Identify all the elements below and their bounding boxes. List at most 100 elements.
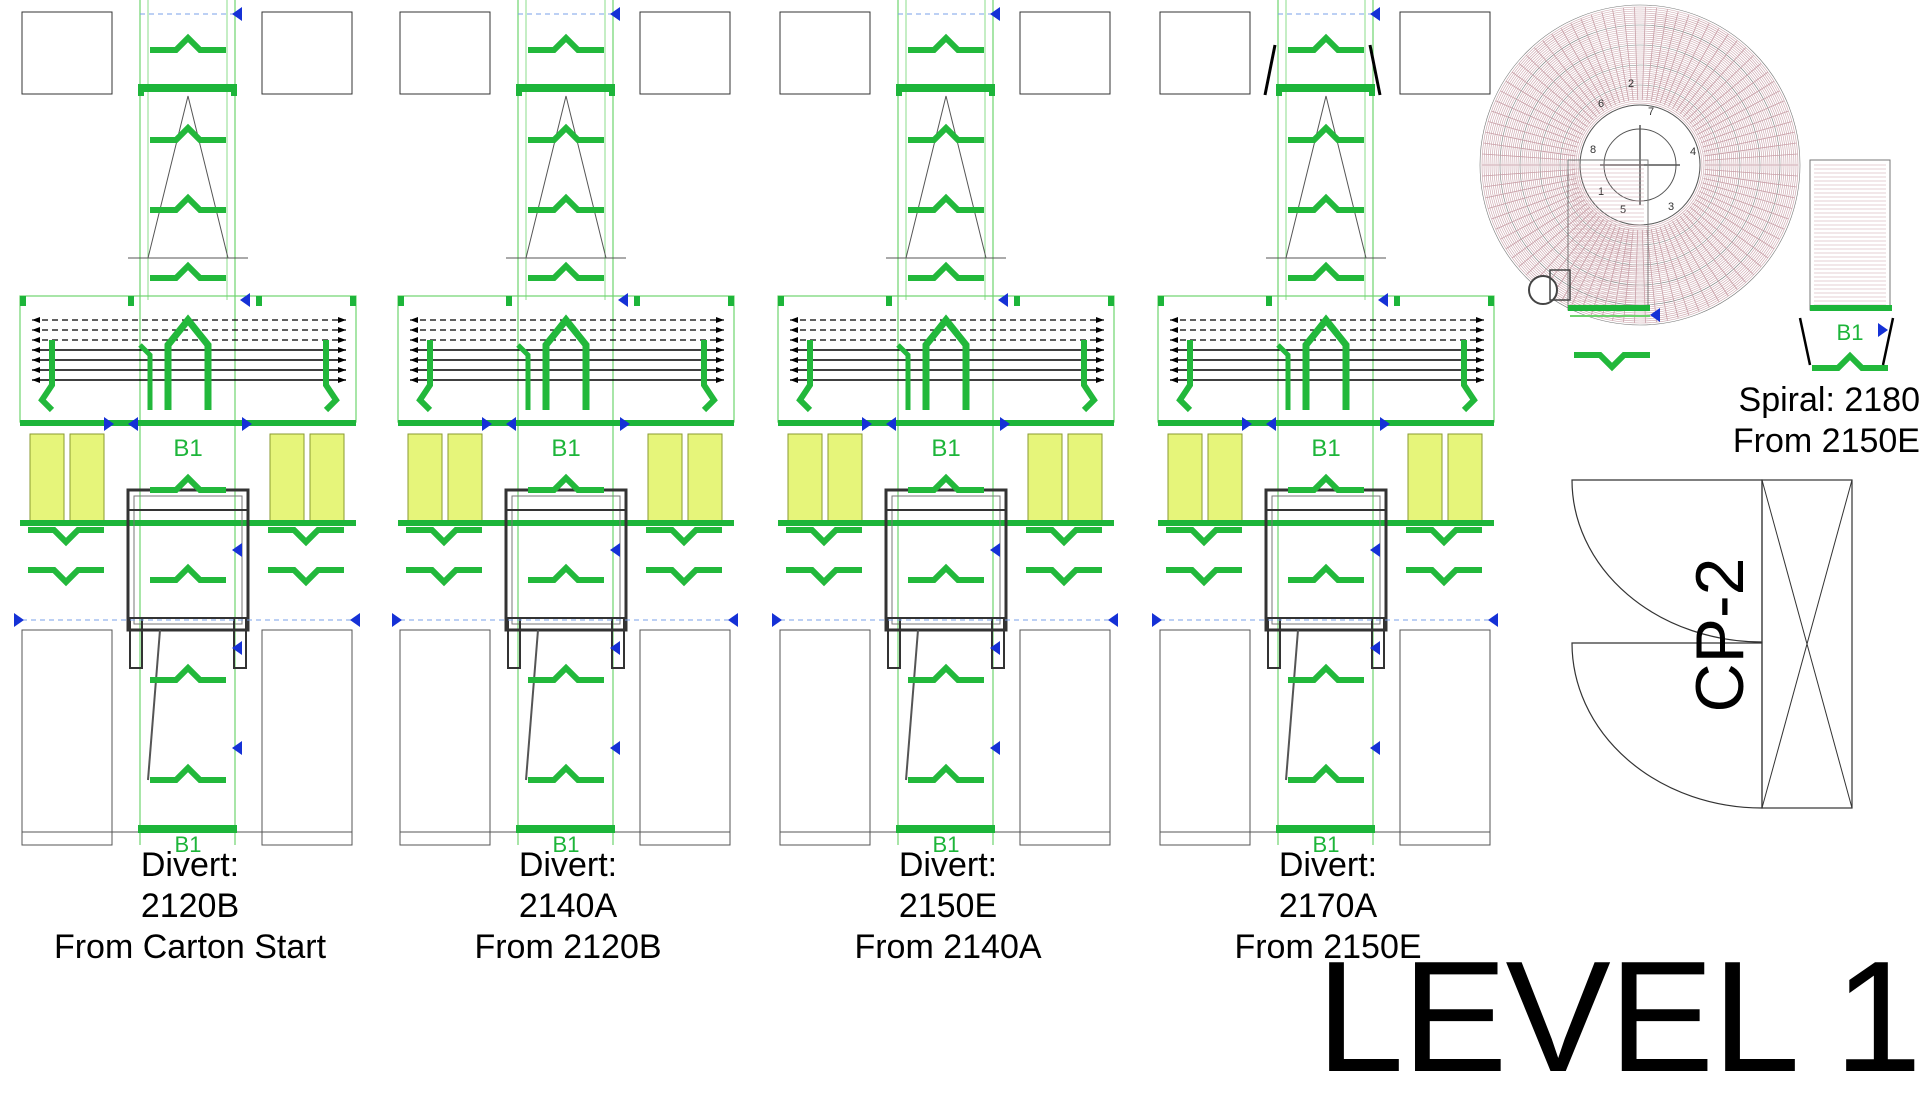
lift-leg xyxy=(1371,617,1385,669)
arrow-head xyxy=(790,357,798,363)
spiral-roller xyxy=(1505,199,1586,250)
frame-tick xyxy=(896,84,902,96)
arrow-head xyxy=(32,327,40,333)
zone-label: B1 xyxy=(1313,832,1340,857)
spiral-roller xyxy=(1580,18,1617,105)
spiral-roller xyxy=(1672,221,1720,303)
spiral-roller xyxy=(1663,225,1700,312)
arrow-head xyxy=(1170,347,1178,353)
side-guide-left xyxy=(1176,340,1193,413)
pusher-mark xyxy=(150,763,226,783)
direction-marker xyxy=(232,741,242,755)
divert-id: 2150E xyxy=(898,887,998,925)
frame-tick xyxy=(231,84,237,96)
support-strut xyxy=(147,629,161,781)
pusher-mark xyxy=(150,123,226,143)
pusher-mark xyxy=(528,473,604,493)
pusher-mark xyxy=(1406,527,1482,547)
pusher-mark xyxy=(1406,567,1482,587)
spiral-roller xyxy=(1542,215,1601,290)
direction-marker xyxy=(1370,7,1380,21)
bin-right-top xyxy=(1399,11,1491,95)
spiral-roller xyxy=(1483,142,1576,157)
divert-caption-2120b: Divert: 2120B From Carton Start xyxy=(0,845,380,968)
pusher-mark xyxy=(1288,763,1364,783)
spiral-roller xyxy=(1704,153,1798,161)
spiral-roller xyxy=(1485,178,1577,199)
frame-bar xyxy=(896,84,995,92)
spiral-roller xyxy=(1526,54,1594,121)
zone-label: B1 xyxy=(933,832,960,857)
spiral-roller xyxy=(1686,209,1754,276)
bin-left-top xyxy=(779,11,871,95)
frame-bar xyxy=(1276,84,1375,92)
spiral-roller xyxy=(1689,63,1762,124)
divert-station-2170A: B1 B1 xyxy=(1152,0,1498,857)
level-title: LEVEL 1 xyxy=(1316,929,1920,1105)
hub-number: 6 xyxy=(1598,98,1604,110)
zone-label: B1 xyxy=(175,832,202,857)
lift-leg xyxy=(887,617,901,669)
direction-marker xyxy=(1152,613,1162,627)
spiral-roller xyxy=(1511,71,1588,128)
arrow-head xyxy=(1476,357,1484,363)
spiral-roller xyxy=(1482,153,1576,161)
merge-triangle xyxy=(905,95,987,259)
direction-marker xyxy=(1242,417,1252,431)
spiral-roller xyxy=(1659,14,1690,104)
spiral-roller xyxy=(1679,40,1738,115)
divert-source: From 2120B xyxy=(474,928,662,966)
outfeed-bar xyxy=(1810,305,1892,311)
pusher-mark xyxy=(528,763,604,783)
lift-frame xyxy=(884,488,1008,632)
spiral-roller xyxy=(1702,121,1792,148)
arrow-head xyxy=(790,337,798,343)
hub-number: 8 xyxy=(1590,144,1596,156)
arrow-head xyxy=(1096,377,1104,383)
spiral-caption-line2: From 2150E xyxy=(1732,422,1920,460)
arrow-head xyxy=(790,377,798,383)
cp-2-diagram xyxy=(1571,479,1853,809)
direction-marker xyxy=(886,417,896,431)
spiral-roller xyxy=(1704,142,1797,157)
arrow-head xyxy=(1476,367,1484,373)
chute-edge xyxy=(1798,317,1812,366)
merge-zone-bottom xyxy=(778,420,1114,426)
arrow-head xyxy=(1170,337,1178,343)
direction-marker xyxy=(350,613,360,627)
direction-marker xyxy=(1878,323,1888,337)
divert-source: From 2150E xyxy=(1234,928,1422,966)
accumulation-pad xyxy=(1067,433,1103,525)
direction-marker xyxy=(620,417,630,431)
divert-id: 2170A xyxy=(1278,887,1378,925)
arrow-head xyxy=(1170,367,1178,373)
bin-left-bottom xyxy=(779,629,871,846)
frame-bar xyxy=(138,825,237,833)
spiral-caption: Spiral: 2180 From 2150E xyxy=(1670,380,1920,462)
direction-marker xyxy=(1108,613,1118,627)
zone-label: B1 xyxy=(553,832,580,857)
spiral-roller xyxy=(1518,63,1591,124)
pusher-mark xyxy=(1026,567,1102,587)
pusher-mark xyxy=(1166,527,1242,547)
direction-marker xyxy=(104,417,114,431)
direction-marker xyxy=(232,7,242,21)
spiral-roller xyxy=(1488,182,1578,209)
direction-marker xyxy=(232,543,242,557)
lift-leg xyxy=(611,617,625,669)
direction-marker xyxy=(990,641,1000,655)
spiral-roller xyxy=(1488,121,1578,148)
bin-right-top xyxy=(1019,11,1111,95)
arrow-head xyxy=(410,377,418,383)
cp-straight xyxy=(1761,479,1853,809)
direction-marker xyxy=(240,293,250,307)
side-guide-right xyxy=(1461,340,1478,413)
accumulation-pad xyxy=(1207,433,1243,525)
arrow-head xyxy=(716,317,724,323)
lift-frame-inner xyxy=(891,495,1001,625)
arrow-head xyxy=(338,357,346,363)
support-strut xyxy=(905,629,919,781)
corner-tick xyxy=(1014,296,1020,306)
bin-right-top xyxy=(639,11,731,95)
spiral-roller xyxy=(1692,71,1769,128)
